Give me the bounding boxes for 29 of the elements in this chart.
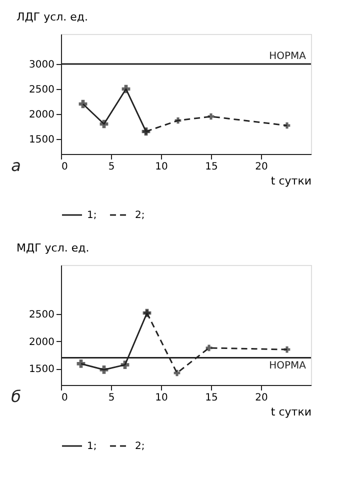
x-tick-label: 15 [205,392,218,404]
legend-label: 1; [87,441,97,452]
y-tick-label: 1500 [29,364,54,376]
y-tick-label: 1500 [29,134,54,146]
x-tick-label: 5 [108,392,115,404]
legend-label: 1; [87,210,97,221]
y-axis-title: ЛДГ усл. ед. [16,10,88,24]
x-tick-label: 20 [255,392,268,404]
x-tick-label: 10 [155,162,168,172]
x-tick-label: 0 [62,162,68,172]
y-tick-label: 2500 [29,84,54,96]
x-axis-title: t сутки [270,174,312,188]
ref-line-label: НОРМА [269,51,306,62]
x-tick-label: 20 [255,162,268,172]
x-axis-title: t сутки [270,406,312,418]
text: б [11,387,22,406]
text: а [11,156,21,175]
x-tick-label: 10 [155,392,168,404]
y-tick-label: 3000 [29,60,54,70]
x-tick-label: 0 [62,392,68,404]
y-tick-label: 2000 [29,336,54,348]
x-tick-label: 5 [108,162,115,172]
ref-line-label: НОРМА [269,360,306,372]
legend-label: 2; [135,210,145,221]
x-tick-label: 15 [205,162,218,172]
y-tick-label: 2000 [29,110,54,120]
y-tick-label: 2500 [29,310,54,321]
legend-label: 2; [135,441,145,452]
y-axis-title: МДГ усл. ед. [16,242,90,254]
